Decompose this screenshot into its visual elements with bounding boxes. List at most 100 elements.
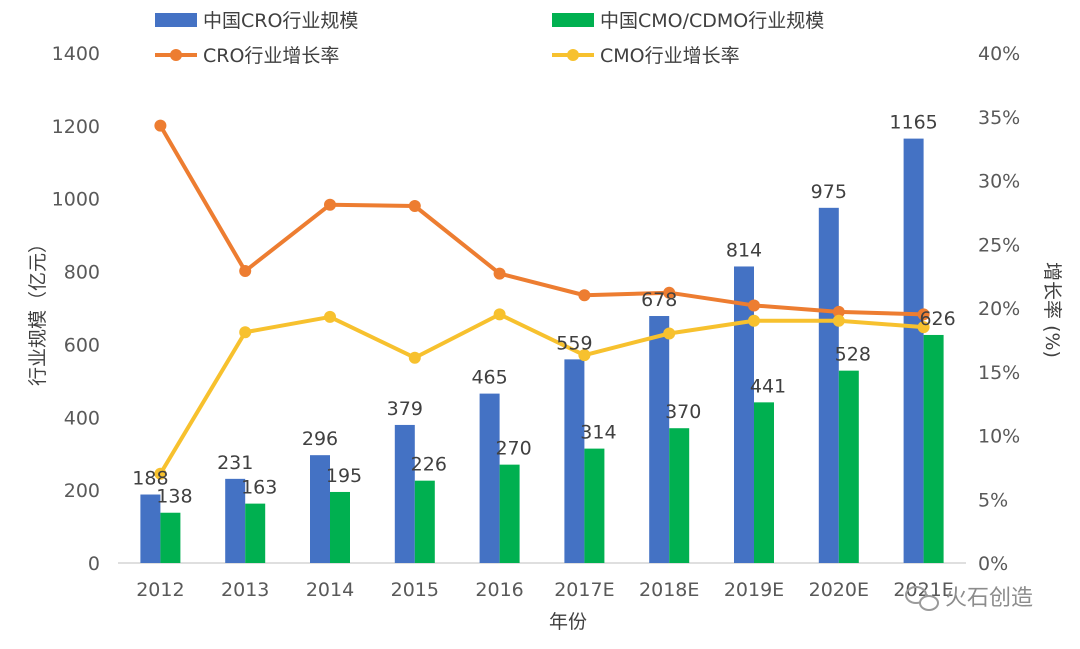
cmo-bar-label: 370 — [665, 401, 701, 423]
cro-bar — [818, 207, 839, 564]
cro-growth-point — [324, 198, 336, 211]
legend-label: CMO行业增长率 — [600, 45, 740, 67]
cmo-bar — [923, 334, 944, 563]
cro-growth-point — [154, 119, 167, 132]
cmo-bar-label: 528 — [835, 344, 871, 366]
cro-bar-label: 678 — [641, 289, 677, 311]
legend-item: 中国CRO行业规模 — [155, 10, 358, 32]
cro-bar-label: 296 — [302, 428, 338, 450]
cmo-growth-point — [748, 314, 760, 327]
cro-bar — [564, 359, 585, 563]
cro-bar-label: 379 — [387, 398, 423, 420]
cro-bar — [140, 494, 161, 563]
cmo-bar — [584, 448, 605, 563]
cmo-bar-label: 163 — [241, 477, 277, 499]
y2-tick-label: 40% — [978, 43, 1020, 65]
x-axis-title: 年份 — [549, 611, 587, 633]
cro-bar — [649, 316, 670, 563]
cro-bar — [903, 138, 924, 563]
y2-tick-label: 35% — [978, 107, 1020, 129]
wechat-icon — [905, 586, 939, 611]
cmo-growth-point — [578, 349, 591, 362]
x-tick-label: 2020E — [809, 579, 869, 601]
legend-item: CMO行业增长率 — [552, 45, 740, 67]
cmo-growth-point — [324, 310, 336, 323]
cro-bar — [479, 393, 500, 563]
cmo-growth-point — [239, 326, 252, 339]
x-tick-label: 2017E — [554, 579, 614, 601]
cro-growth-point — [239, 265, 252, 278]
watermark: 火石创造 — [905, 586, 1033, 611]
x-tick-label: 2018E — [639, 579, 699, 601]
legend-label: 中国CRO行业规模 — [203, 10, 358, 32]
cmo-growth-point — [832, 314, 845, 327]
cro-growth-line — [158, 123, 926, 317]
y-tick-label: 200 — [64, 480, 100, 502]
cmo-bar — [838, 370, 859, 563]
y-tick-label: 400 — [64, 407, 100, 429]
y-tick-label: 1400 — [52, 43, 100, 65]
cro-bar-label: 814 — [726, 239, 762, 261]
cro-bar-label: 465 — [471, 367, 507, 389]
legend-label: CRO行业增长率 — [203, 45, 339, 67]
cro-growth-point — [663, 286, 676, 299]
x-tick-label: 2015 — [391, 579, 439, 601]
y2-tick-label: 15% — [978, 362, 1020, 384]
legend-item: 中国CMO/CDMO行业规模 — [552, 10, 824, 32]
cro-bar-label: 559 — [556, 332, 592, 354]
cro-bar-label: 975 — [811, 181, 847, 203]
cro-bar — [310, 455, 330, 563]
x-tick-label: 2019E — [724, 579, 784, 601]
cro-bar-label: 231 — [217, 452, 253, 474]
x-tick-label: 2016 — [475, 579, 523, 601]
cro-growth-point — [832, 305, 845, 318]
cmo-bar — [245, 503, 266, 563]
cmo-growth-point — [154, 467, 167, 480]
cmo-growth-point — [493, 308, 506, 321]
cmo-growth-point — [663, 327, 676, 340]
y2-tick-label: 20% — [978, 298, 1020, 320]
y2-tick-label: 0% — [978, 553, 1008, 575]
y-tick-label: 1200 — [52, 116, 100, 138]
cro-bar — [734, 266, 754, 563]
cro-bar — [225, 478, 246, 563]
legend-swatch — [155, 13, 197, 27]
y2-axis-title: 增长率 (%) — [1041, 262, 1063, 358]
cro-bar — [394, 424, 415, 563]
cmo-bar-label: 270 — [495, 438, 531, 460]
cmo-growth-point — [917, 321, 930, 334]
cmo-bar-label: 441 — [750, 375, 786, 397]
x-tick-label: 2012 — [136, 579, 184, 601]
cmo-bar — [754, 402, 774, 563]
x-tick-label: 2014 — [306, 579, 354, 601]
cmo-bar — [499, 464, 520, 563]
cro-growth-point — [493, 267, 506, 280]
cmo-bar-label: 195 — [326, 465, 362, 487]
cmo-growth-line — [158, 312, 926, 476]
x-tick-label: 2013 — [221, 579, 269, 601]
cro-growth-point — [578, 289, 591, 302]
legend-marker — [170, 49, 182, 61]
cro-growth-point — [917, 308, 930, 321]
legend-item: CRO行业增长率 — [155, 45, 339, 67]
cro-growth-point — [748, 299, 760, 312]
cmo-bar-label: 314 — [580, 422, 616, 444]
y2-tick-label: 5% — [978, 489, 1008, 511]
y2-tick-label: 25% — [978, 234, 1020, 256]
y-tick-label: 1000 — [52, 189, 100, 211]
cro-growth-point — [408, 200, 421, 212]
cmo-bar — [669, 428, 690, 563]
y2-tick-label: 30% — [978, 171, 1020, 193]
cmo-bar-label: 138 — [156, 486, 192, 508]
y-tick-label: 600 — [64, 334, 100, 356]
cmo-bar — [160, 512, 181, 563]
watermark-text: 火石创造 — [945, 586, 1033, 611]
cro-bar-label: 188 — [132, 468, 168, 490]
y2-tick-label: 10% — [978, 426, 1020, 448]
y-tick-label: 0 — [88, 553, 100, 575]
legend-swatch — [552, 13, 594, 27]
cmo-growth-point — [408, 351, 421, 364]
cmo-bar — [330, 491, 350, 563]
